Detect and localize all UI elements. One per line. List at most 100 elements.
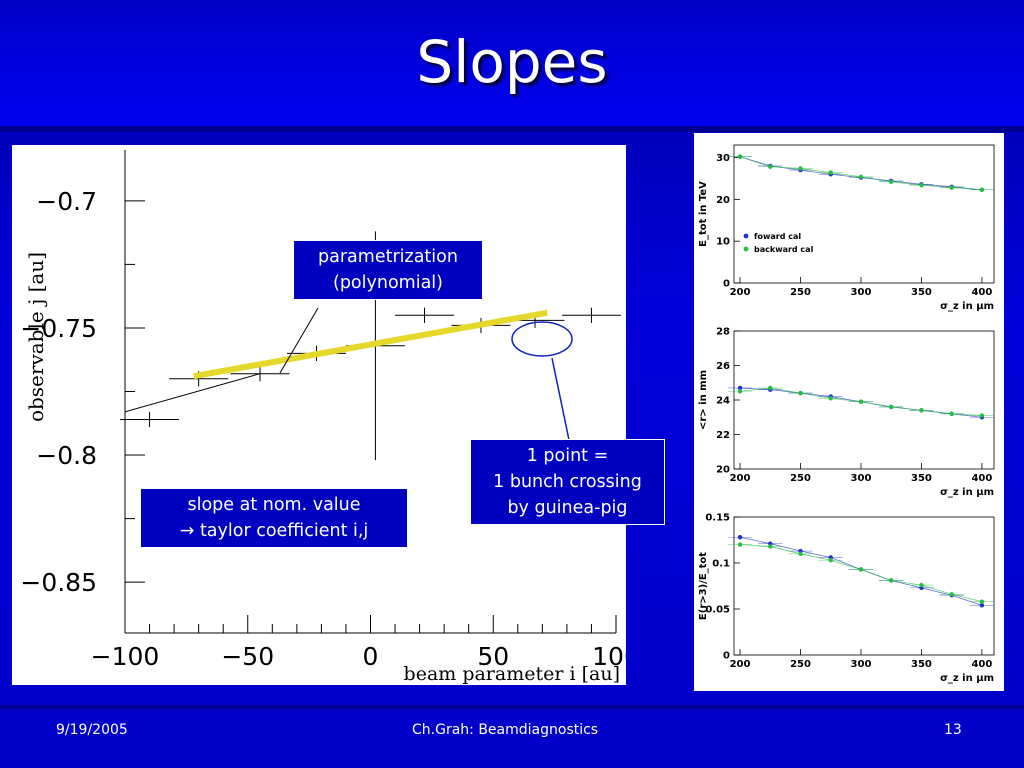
- x-tick-label: 400: [971, 473, 992, 484]
- x-axis-label: σ_z in μm: [940, 673, 994, 684]
- data-point: [737, 389, 743, 394]
- data-point: [919, 182, 924, 188]
- x-tick-label: −100: [91, 642, 160, 671]
- highlight-ellipse: [511, 321, 573, 357]
- y-tick-label: 22: [716, 430, 730, 441]
- x-tick-label: 250: [790, 659, 811, 670]
- y-tick-label: 0: [723, 279, 730, 290]
- y-tick-label: 0.05: [705, 605, 730, 616]
- footer-date: 9/19/2005: [56, 722, 128, 738]
- data-point: [798, 166, 803, 171]
- data-point: [798, 390, 803, 396]
- y-axis-label: <r> in mm: [698, 370, 709, 430]
- y-tick-label: 24: [716, 396, 730, 407]
- data-point: [561, 307, 621, 323]
- callout-line: 1 point =: [526, 446, 609, 466]
- data-point: [979, 413, 985, 418]
- data-point: [230, 366, 290, 382]
- slope-callout: slope at nom. value → taylor coefficient…: [140, 488, 408, 548]
- y-tick-label: 10: [716, 237, 730, 248]
- y-tick-label: 0.1: [712, 559, 730, 570]
- slide-title: Slopes: [416, 28, 608, 96]
- x-tick-label: 400: [971, 287, 992, 298]
- y-axis-label: E(r>3)/E_tot: [698, 552, 709, 620]
- x-axis-label: beam parameter i [au]: [404, 663, 620, 685]
- connecting-line: [124, 373, 261, 413]
- data-point: [949, 592, 954, 597]
- legend-label: backward cal: [754, 245, 814, 254]
- data-point: [889, 179, 894, 184]
- fit-line: [193, 309, 548, 380]
- side-plots-panel: 0 10 20 30 200 250 300 350 400 σ_z in μm E_tot in …: [694, 133, 1004, 691]
- main-plot: −0.7−0.75−0.8−0.85−100−50050100 observab…: [20, 150, 640, 685]
- x-tick-label: 300: [851, 473, 872, 484]
- data-point: [828, 170, 833, 175]
- data-point: [889, 578, 894, 583]
- y-axis-label: E_tot in TeV: [698, 181, 709, 247]
- x-tick-label: 250: [790, 473, 811, 484]
- data-point: [889, 404, 894, 410]
- data-point: [979, 599, 985, 604]
- x-tick-label: 250: [790, 287, 811, 298]
- y-tick-label: −0.75: [20, 314, 97, 343]
- legend-marker: [743, 233, 749, 239]
- x-tick-label: 300: [851, 287, 872, 298]
- y-tick-label: 0.15: [705, 513, 730, 524]
- side-plot-frame: [733, 330, 995, 470]
- title-divider: [0, 126, 1024, 132]
- x-axis-label: σ_z in μm: [940, 487, 994, 498]
- data-point: [768, 164, 773, 169]
- data-point: [858, 174, 864, 179]
- x-tick-label: 200: [730, 287, 751, 298]
- data-point: [737, 385, 743, 391]
- x-tick-label: −50: [221, 642, 274, 671]
- data-point: [919, 582, 924, 588]
- x-tick-label: 300: [851, 659, 872, 670]
- callout-line: by guinea-pig: [507, 498, 628, 518]
- callout-line: (polynomial): [333, 273, 443, 293]
- data-point: [737, 154, 743, 159]
- data-point: [768, 544, 773, 549]
- series-line: [739, 156, 982, 191]
- callout-line: → taylor coefficient i,j: [179, 521, 369, 541]
- x-tick-label: 0: [363, 642, 379, 671]
- y-tick-label: 28: [716, 327, 730, 338]
- y-tick-label: 0: [723, 651, 730, 662]
- parametrization-callout: parametrization (polynomial): [293, 240, 483, 300]
- side-plot-frame: [733, 144, 995, 284]
- data-point: [120, 411, 180, 428]
- y-tick-label: 20: [716, 465, 730, 476]
- x-tick-label: 350: [911, 659, 932, 670]
- x-tick-label: 200: [730, 659, 751, 670]
- data-point: [798, 551, 803, 556]
- data-point: [979, 603, 985, 608]
- callout-line: slope at nom. value: [187, 495, 361, 515]
- x-tick-label: 350: [911, 287, 932, 298]
- data-point: [919, 408, 924, 413]
- footer-divider: [0, 705, 1024, 709]
- footer-title: Ch.Grah: Beamdiagnostics: [412, 722, 599, 738]
- data-point: [949, 411, 954, 416]
- main-plot-panel: −0.7−0.75−0.8−0.85−100−50050100 observab…: [12, 145, 640, 685]
- x-tick-label: 200: [730, 473, 751, 484]
- footer-page-number: 13: [944, 722, 962, 738]
- x-tick-label: 350: [911, 473, 932, 484]
- side-plot-frame: [733, 516, 995, 656]
- y-tick-label: 26: [716, 361, 730, 372]
- series-line: [739, 156, 982, 191]
- x-tick-label: 50: [477, 642, 509, 671]
- data-point: [395, 307, 454, 323]
- x-tick-label: 400: [971, 659, 992, 670]
- data-point: [858, 399, 864, 404]
- y-tick-label: 20: [716, 195, 730, 206]
- legend-label: foward cal: [754, 232, 801, 241]
- y-tick-label: 30: [716, 153, 730, 164]
- y-axis-label: observable j [au]: [24, 252, 48, 422]
- y-tick-label: −0.8: [36, 441, 97, 470]
- data-point: [858, 567, 864, 572]
- y-tick-label: −0.85: [20, 568, 97, 597]
- title-band: [0, 0, 1024, 126]
- callout-line: 1 bunch crossing: [493, 472, 642, 492]
- data-point: [979, 187, 985, 192]
